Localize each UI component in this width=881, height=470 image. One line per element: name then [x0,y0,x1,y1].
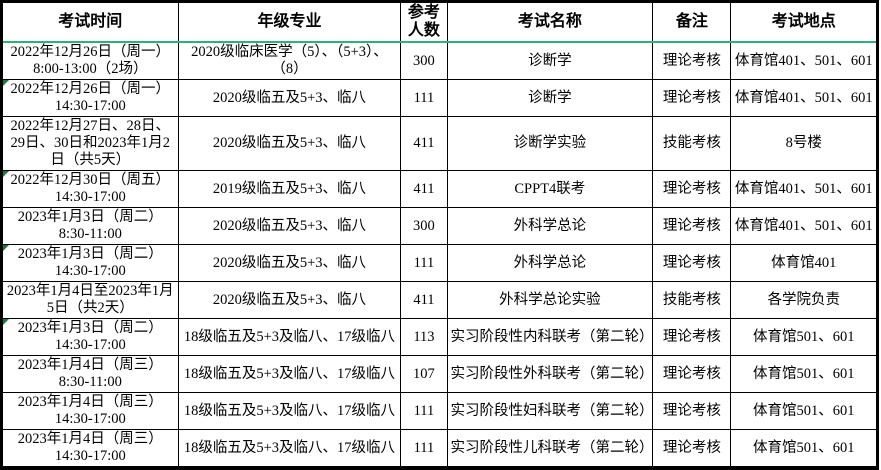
cell-exam-time[interactable]: 2023年1月3日（周二） 8:30-11:00 [1,207,179,245]
cell-exam-time[interactable]: 2023年1月4日（周三） 14:30-17:00 [1,429,179,469]
cell-exam-time[interactable]: 2023年1月4日至2023年1月5日（共2天） [1,281,179,319]
table-row: 2022年12月26日（周一） 8:00-13:00（2场） 2020级临床医学… [1,41,878,80]
cell-exam-time[interactable]: 2022年12月26日（周一） 8:00-13:00（2场） [1,41,179,80]
cell-exam-location[interactable]: 体育馆501、601 [730,318,878,356]
cell-exam-name[interactable]: 实习阶段性儿科联考（第二轮） [446,429,654,469]
cell-exam-time[interactable]: 2022年12月27日、28日、29日、30日和2023年1月2日（共5天） [1,116,179,171]
cell-exam-name[interactable]: 诊断学 [446,41,654,80]
cell-remarks[interactable]: 理论考核 [652,355,732,393]
cell-grade-major[interactable]: 2020级临床医学（5）、（5+3）、（8） [177,41,402,80]
cell-participant-count[interactable]: 111 [400,244,448,282]
cell-grade-major[interactable]: 2019级临五及5+3、临八 [177,170,402,208]
cell-exam-time[interactable]: 2023年1月4日（周三） 8:30-11:00 [1,355,179,393]
column-header-participant-count[interactable]: 参考人数 [400,1,448,43]
cell-exam-time[interactable]: 2023年1月4日（周三） 14:30-17:00 [1,392,179,430]
column-header-remarks[interactable]: 备注 [652,1,732,43]
header-row: 考试时间 年级专业 参考人数 考试名称 备注 考试地点 [1,1,878,43]
table-row: 2023年1月3日（周二） 8:30-11:00 2020级临五及5+3、临八 … [1,207,878,245]
cell-exam-name[interactable]: 外科学总论 [446,207,654,245]
cell-participant-count[interactable]: 411 [400,281,448,319]
cell-grade-major[interactable]: 2020级临五及5+3、临八 [177,244,402,282]
cell-exam-location[interactable]: 各学院负责 [730,281,878,319]
table-row: 2023年1月3日（周二） 14:30-17:00 18级临五及5+3及临八、1… [1,318,878,356]
table-row: 2022年12月30日（周五） 14:30-17:00 2019级临五及5+3、… [1,170,878,208]
cell-remarks[interactable]: 理论考核 [652,79,732,117]
cell-grade-major[interactable]: 18级临五及5+3及临八、17级临八 [177,392,402,430]
cell-grade-major[interactable]: 2020级临五及5+3、临八 [177,281,402,319]
cell-exam-name[interactable]: 外科学总论 [446,244,654,282]
cell-exam-location[interactable]: 体育馆401、501、601 [730,207,878,245]
cell-grade-major[interactable]: 2020级临五及5+3、临八 [177,207,402,245]
cell-exam-name[interactable]: 实习阶段性妇科联考（第二轮） [446,392,654,430]
error-indicator-triangle-icon [3,171,9,177]
cell-remarks[interactable]: 理论考核 [652,244,732,282]
cell-participant-count[interactable]: 411 [400,170,448,208]
cell-remarks[interactable]: 理论考核 [652,207,732,245]
error-indicator-triangle-icon [3,245,9,251]
column-header-exam-name[interactable]: 考试名称 [446,1,654,43]
cell-exam-time[interactable]: 2023年1月3日（周二） 14:30-17:00 [1,244,179,282]
cell-exam-location[interactable]: 体育馆401 [730,244,878,282]
table-row: 2023年1月4日（周三） 14:30-17:00 18级临五及5+3及临八、1… [1,429,878,469]
cell-grade-major[interactable]: 2020级临五及5+3、临八 [177,116,402,171]
error-indicator-triangle-icon [3,319,9,325]
cell-exam-time[interactable]: 2023年1月3日（周二） 14:30-17:00 [1,318,179,356]
cell-remarks[interactable]: 技能考核 [652,116,732,171]
cell-exam-name[interactable]: 诊断学实验 [446,116,654,171]
table-row: 2022年12月26日（周一） 14:30-17:00 2020级临五及5+3、… [1,79,878,117]
cell-remarks[interactable]: 理论考核 [652,318,732,356]
cell-exam-location[interactable]: 体育馆401、501、601 [730,170,878,208]
cell-remarks[interactable]: 理论考核 [652,41,732,80]
cell-exam-name[interactable]: 诊断学 [446,79,654,117]
table-row: 2022年12月27日、28日、29日、30日和2023年1月2日（共5天） 2… [1,116,878,171]
cell-participant-count[interactable]: 113 [400,318,448,356]
cell-grade-major[interactable]: 18级临五及5+3及临八、17级临八 [177,355,402,393]
cell-remarks[interactable]: 理论考核 [652,170,732,208]
cell-exam-time[interactable]: 2022年12月26日（周一） 14:30-17:00 [1,79,179,117]
table-row: 2023年1月3日（周二） 14:30-17:00 2020级临五及5+3、临八… [1,244,878,282]
cell-exam-location[interactable]: 体育馆501、601 [730,392,878,430]
cell-exam-name[interactable]: 外科学总论实验 [446,281,654,319]
table-row: 2023年1月4日（周三） 14:30-17:00 18级临五及5+3及临八、1… [1,392,878,430]
column-header-exam-time[interactable]: 考试时间 [1,1,179,43]
cell-exam-name[interactable]: CPPT4联考 [446,170,654,208]
column-header-exam-location[interactable]: 考试地点 [730,1,878,43]
cell-participant-count[interactable]: 300 [400,207,448,245]
cell-participant-count[interactable]: 111 [400,392,448,430]
cell-participant-count[interactable]: 300 [400,41,448,80]
cell-exam-name[interactable]: 实习阶段性内科联考（第二轮） [446,318,654,356]
cell-remarks[interactable]: 理论考核 [652,392,732,430]
cell-participant-count[interactable]: 411 [400,116,448,171]
cell-grade-major[interactable]: 18级临五及5+3及临八、17级临八 [177,318,402,356]
cell-exam-name[interactable]: 实习阶段性外科联考（第二轮） [446,355,654,393]
cell-exam-location[interactable]: 体育馆401、501、601 [730,79,878,117]
cell-remarks[interactable]: 技能考核 [652,281,732,319]
cell-grade-major[interactable]: 2020级临五及5+3、临八 [177,79,402,117]
cell-grade-major[interactable]: 18级临五及5+3及临八、17级临八 [177,429,402,469]
column-header-grade-major[interactable]: 年级专业 [177,1,402,43]
cell-exam-location[interactable]: 体育馆401、501、601 [730,41,878,80]
table-row: 2023年1月4日至2023年1月5日（共2天） 2020级临五及5+3、临八 … [1,281,878,319]
cell-participant-count[interactable]: 111 [400,429,448,469]
cell-participant-count[interactable]: 111 [400,79,448,117]
error-indicator-triangle-icon [3,80,9,86]
cell-participant-count[interactable]: 107 [400,355,448,393]
table-row: 2023年1月4日（周三） 8:30-11:00 18级临五及5+3及临八、17… [1,355,878,393]
cell-exam-time[interactable]: 2022年12月30日（周五） 14:30-17:00 [1,170,179,208]
cell-exam-location[interactable]: 8号楼 [730,116,878,171]
cell-remarks[interactable]: 理论考核 [652,429,732,469]
cell-exam-location[interactable]: 体育馆501、601 [730,355,878,393]
cell-exam-location[interactable]: 体育馆501、601 [730,429,878,469]
